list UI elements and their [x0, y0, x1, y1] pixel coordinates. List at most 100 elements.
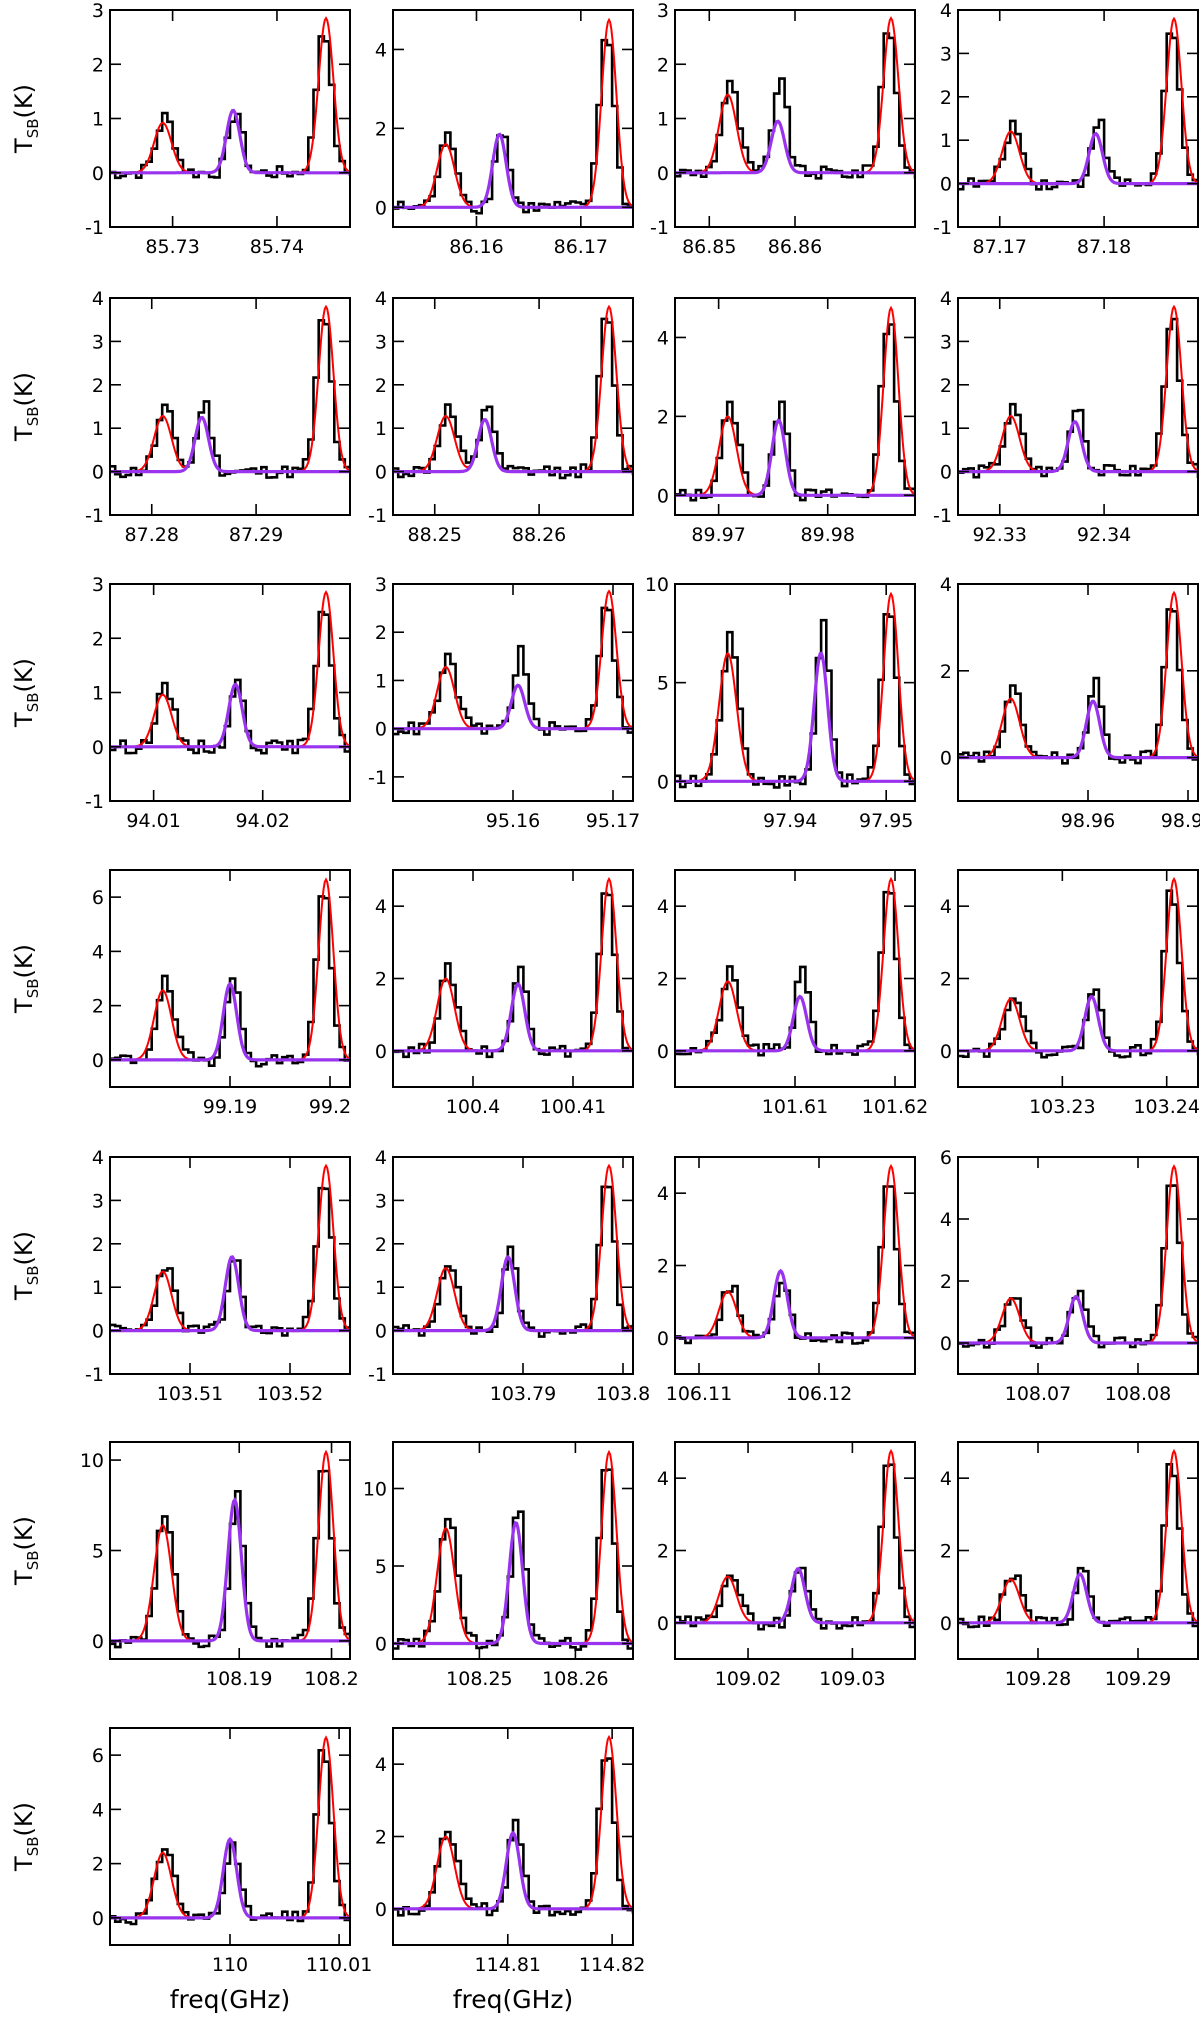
- panel-frame: [109, 1156, 351, 1375]
- y-tick-label: 0: [92, 163, 104, 185]
- y-tick-label: 4: [92, 1147, 104, 1169]
- y-tick-label: 6: [92, 1745, 104, 1767]
- plot-area: [675, 305, 915, 502]
- y-tick-label: -1: [650, 217, 669, 239]
- y-tick-label: 3: [375, 574, 387, 596]
- x-tick-label: 109.29: [1105, 1668, 1171, 1690]
- y-tick-label: 10: [80, 1450, 104, 1472]
- x-tick-label: 108.07: [1005, 1383, 1071, 1405]
- y-tick-label: 2: [375, 969, 387, 991]
- x-tick-label: 100.4: [446, 1096, 500, 1118]
- spectrum-panel: 0 2 4 109.02 109.03: [657, 1441, 916, 1690]
- panel-frame: [392, 9, 634, 228]
- observed-spectrum: [393, 606, 633, 736]
- x-tick-label: 95.17: [586, 810, 640, 832]
- y-tick-label: 2: [375, 118, 387, 140]
- spectrum-panel: -1 0 1 2 3 4 87.17 87.18: [933, 0, 1199, 258]
- spectrum-panel: -1 0 1 2 3 94.01 94.02: [85, 574, 351, 832]
- spectrum-panel: -1 0 1 2 3 95.16 95.17: [368, 574, 640, 832]
- plot-area: [675, 1163, 915, 1345]
- y-tick-label: 2: [375, 375, 387, 397]
- x-tick-label: 94.01: [126, 810, 180, 832]
- x-tick-label: 110.01: [306, 1954, 372, 1976]
- y-tick-label: 5: [92, 1541, 104, 1563]
- plot-area: [393, 17, 633, 215]
- x-tick-label: 108.19: [206, 1668, 272, 1690]
- model-molecule-curve: [675, 1566, 915, 1625]
- plot-area: [675, 16, 915, 180]
- observed-spectrum: [675, 890, 915, 1057]
- y-tick-label: 0: [940, 1041, 952, 1063]
- plot-area: [110, 1449, 350, 1649]
- y-tick-label: 3: [92, 0, 104, 22]
- y-tick-label: 0: [940, 1613, 952, 1635]
- spectrum-panel: 0 5 10 108.25 108.26: [363, 1441, 634, 1690]
- y-tick-label: 5: [375, 1556, 387, 1578]
- x-tick-label: 101.62: [862, 1096, 928, 1118]
- observed-spectrum: [393, 892, 633, 1059]
- observed-spectrum: [393, 1185, 633, 1338]
- y-tick-label: 2: [375, 622, 387, 644]
- observed-spectrum: [958, 889, 1198, 1059]
- y-tick-label: -1: [368, 505, 387, 527]
- y-tick-label: 4: [375, 1147, 387, 1169]
- x-tick-label: 87.28: [125, 524, 179, 546]
- x-tick-label: 99.2: [309, 1096, 351, 1118]
- observed-spectrum: [393, 1468, 633, 1651]
- panel-frame: [109, 297, 351, 516]
- y-tick-label: 4: [940, 1468, 952, 1490]
- y-tick-label: 1: [92, 109, 104, 131]
- model-molecule-curve: [110, 108, 350, 175]
- model-molecule-curve: [110, 1255, 350, 1333]
- y-axis-label: TSB(K): [10, 1802, 42, 1872]
- spectrum-panel: -1 0 1 2 3 86.85 86.86: [650, 0, 916, 258]
- y-tick-label: 0: [657, 771, 669, 793]
- plot-area: [958, 876, 1198, 1059]
- model-molecule-curve: [675, 119, 915, 175]
- plot-area: [110, 304, 350, 479]
- y-tick-label: 0: [375, 1899, 387, 1921]
- spectrum-panel: 0 2 4 6 108.07 108.08: [940, 1147, 1199, 1405]
- y-tick-label: 4: [657, 896, 669, 918]
- x-tick-label: 109.02: [715, 1668, 781, 1690]
- y-tick-label: 3: [940, 43, 952, 65]
- observed-spectrum: [675, 32, 915, 180]
- y-tick-label: 4: [940, 1209, 952, 1231]
- spectrum-panel: 0 2 4 100.4 100.41: [375, 869, 634, 1118]
- model-molecule-curve: [393, 1830, 633, 1911]
- plot-area: [110, 590, 350, 755]
- x-tick-label: 109.03: [819, 1668, 885, 1690]
- spectrum-panel: 0 5 10 97.94 97.95: [645, 574, 916, 832]
- y-tick-label: 2: [940, 661, 952, 683]
- y-axis-label: TSB(K): [10, 1516, 42, 1586]
- x-tick-label: 89.98: [801, 524, 855, 546]
- model-molecule-curve: [675, 1268, 915, 1340]
- y-tick-label: 2: [92, 1234, 104, 1256]
- model-molecule-curve: [110, 682, 350, 749]
- y-tick-label: 1: [657, 109, 669, 131]
- x-tick-label: 99.19: [203, 1096, 257, 1118]
- y-tick-label: 4: [940, 574, 952, 596]
- plot-area: [958, 16, 1198, 191]
- y-tick-label: 2: [657, 1256, 669, 1278]
- model-molecule-curve: [958, 131, 1198, 186]
- observed-spectrum: [958, 1184, 1198, 1349]
- y-tick-label: 0: [92, 1321, 104, 1343]
- y-tick-label: 2: [92, 628, 104, 650]
- y-tick-label: 4: [940, 896, 952, 918]
- model-molecule-curve: [393, 418, 633, 474]
- model-molecule-curve: [958, 420, 1198, 474]
- y-tick-label: 4: [375, 1754, 387, 1776]
- y-tick-label: -1: [933, 505, 952, 527]
- x-tick-label: 89.97: [691, 524, 745, 546]
- model-molecule-curve: [958, 699, 1198, 760]
- x-tick-label: 108.2: [304, 1668, 358, 1690]
- y-tick-label: 0: [92, 737, 104, 759]
- x-tick-label: 85.74: [250, 236, 304, 258]
- panel-grid: -1 0 1 2 3 85.73 85.74 0 2 4 86.16 86.17 -1 0 1 2 3 86.85…: [80, 0, 1200, 1976]
- y-tick-label: 0: [92, 462, 104, 484]
- plot-area: [675, 1448, 915, 1631]
- model-molecule-curve: [110, 415, 350, 474]
- y-tick-label: 0: [657, 485, 669, 507]
- model-molecule-curve: [675, 994, 915, 1053]
